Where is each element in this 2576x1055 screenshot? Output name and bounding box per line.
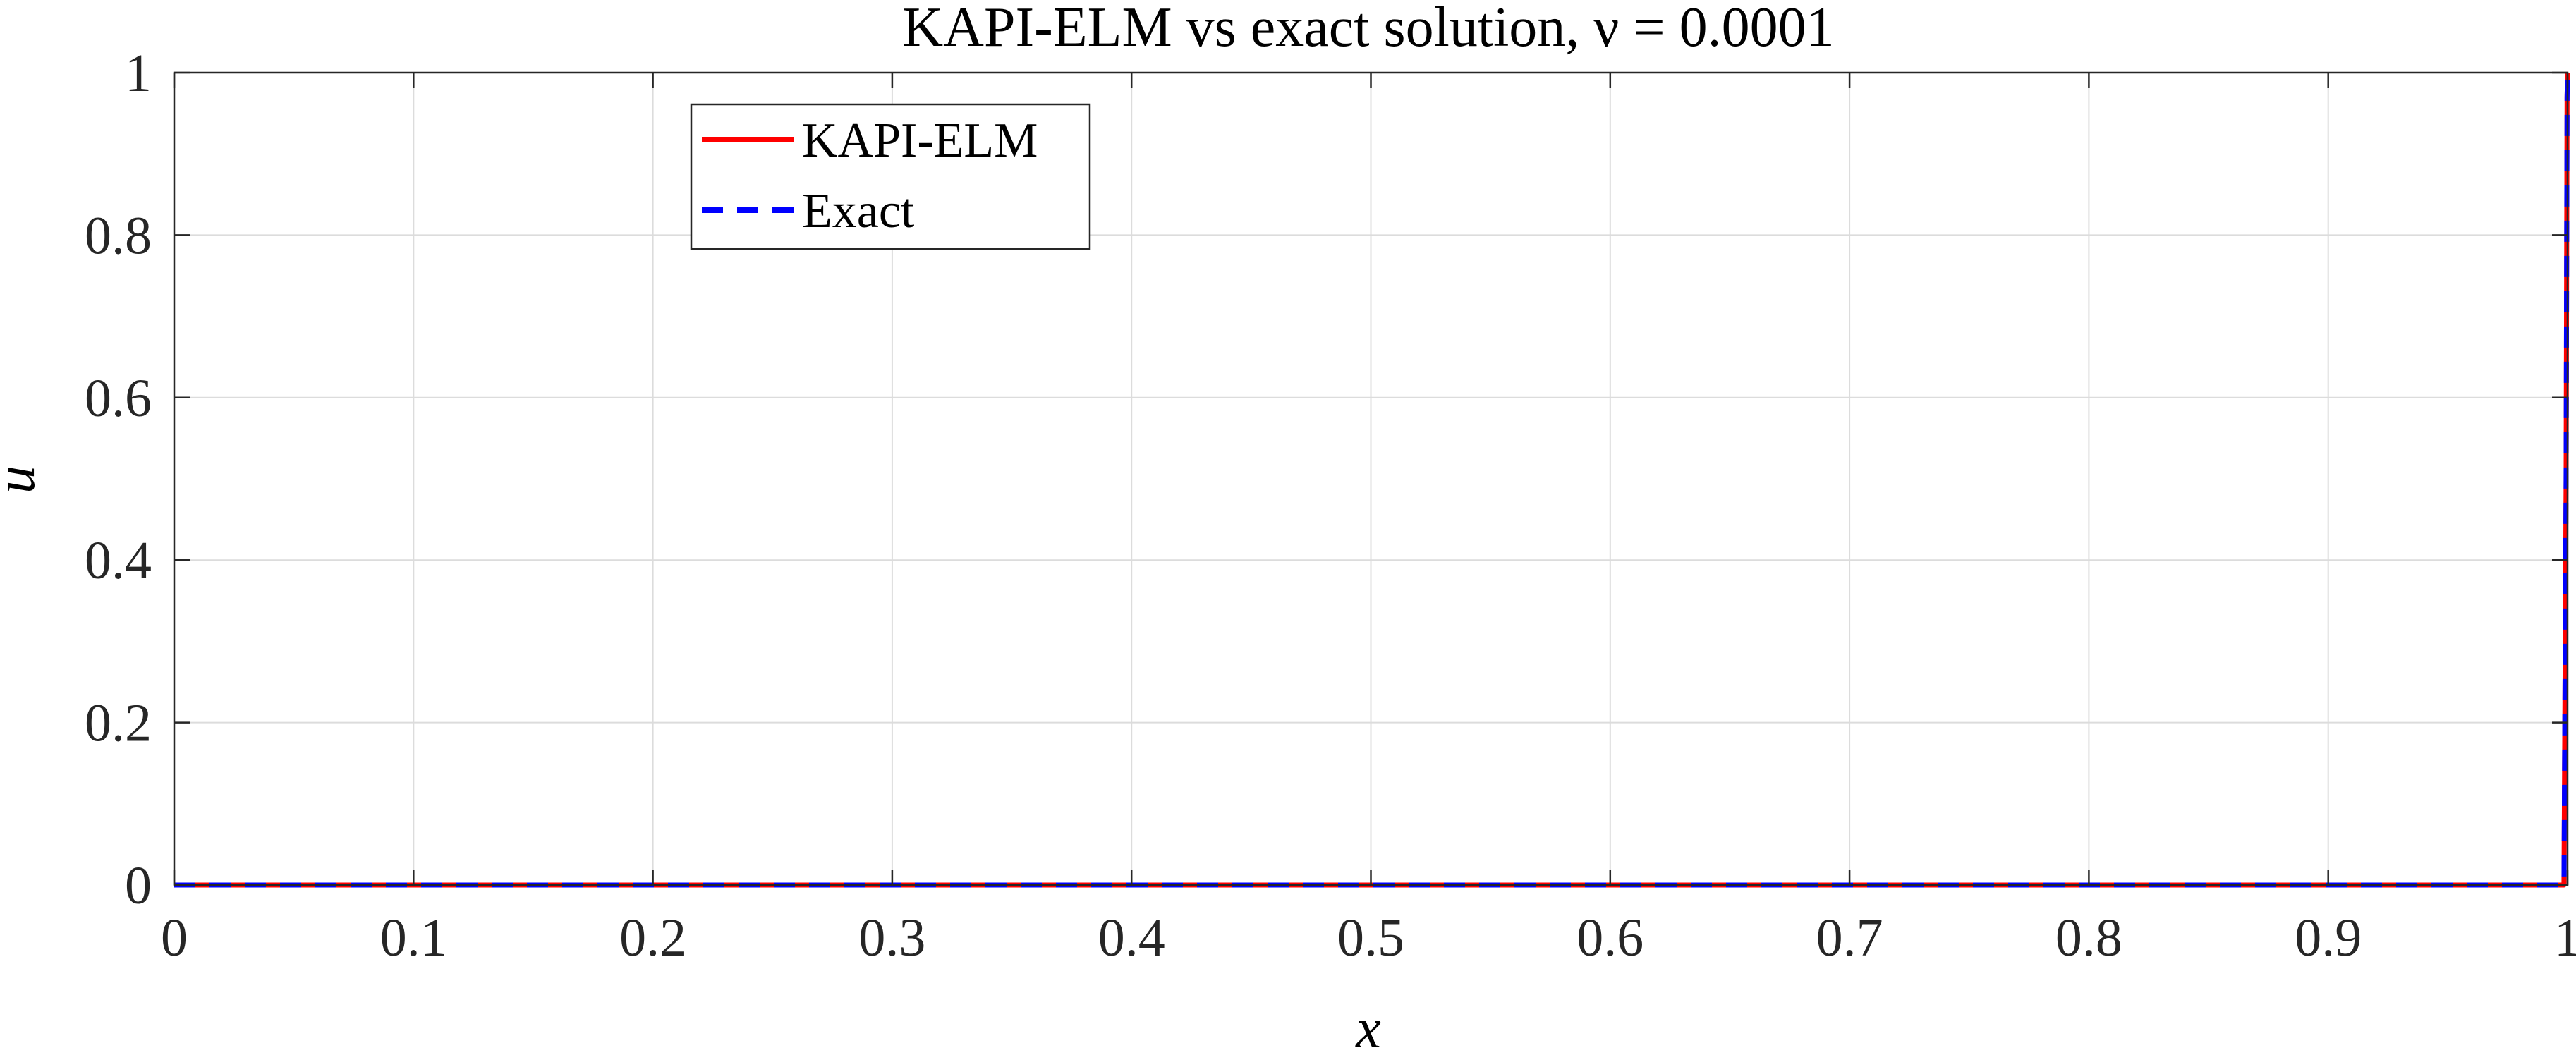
chart-title: KAPI-ELM vs exact solution, ν = 0.0001 bbox=[902, 0, 1834, 59]
x-tick-label: 0.5 bbox=[1337, 908, 1404, 968]
x-tick-label: 0.2 bbox=[619, 908, 686, 968]
x-tick-label: 0.9 bbox=[2295, 908, 2362, 968]
y-tick-label: 1 bbox=[125, 44, 152, 103]
y-tick-label: 0 bbox=[125, 856, 152, 915]
x-tick-label: 0.7 bbox=[1816, 908, 1883, 968]
legend-box bbox=[690, 103, 1091, 250]
y-tick-label: 0.2 bbox=[85, 694, 152, 753]
y-tick-label: 0.6 bbox=[85, 369, 152, 428]
x-tick-label: 0.1 bbox=[380, 908, 447, 968]
y-axis-label: u bbox=[0, 465, 47, 494]
x-tick-label: 0.8 bbox=[2055, 908, 2122, 968]
legend: KAPI-ELM Exact bbox=[690, 103, 1091, 250]
x-axis-label: x bbox=[1355, 998, 1381, 1055]
y-tick-label: 0.8 bbox=[85, 206, 152, 265]
grid bbox=[174, 72, 2568, 886]
legend-label-kapi-elm: KAPI-ELM bbox=[802, 114, 1038, 168]
tick-labels: 0 0.1 0.2 0.3 0.4 0.5 0.6 0.7 0.8 0.9 1 0 0.2 0.4 0.6 0… bbox=[85, 44, 2576, 968]
x-tick-label: 0.4 bbox=[1098, 908, 1165, 968]
x-tick-label: 0 bbox=[161, 908, 188, 968]
ticks bbox=[173, 71, 2569, 886]
x-tick-label: 0.6 bbox=[1576, 908, 1644, 968]
legend-label-exact: Exact bbox=[802, 184, 915, 238]
y-tick-label: 0.4 bbox=[85, 531, 152, 590]
x-tick-label: 0.3 bbox=[858, 908, 925, 968]
x-tick-label: 1 bbox=[2554, 908, 2576, 968]
